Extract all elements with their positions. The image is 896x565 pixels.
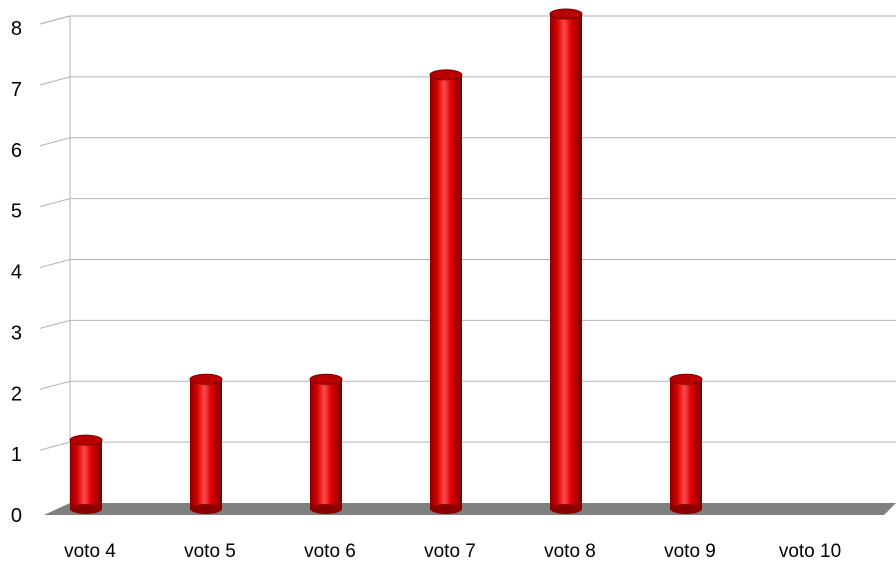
bar-top [429, 69, 463, 81]
x-tick-label: voto 7 [424, 541, 476, 562]
bar-base [430, 504, 462, 514]
y-axis-ticks: 0 1 2 3 4 5 6 7 8 [11, 18, 22, 527]
floor-plane [44, 503, 896, 515]
y-tick-label: 6 [11, 140, 22, 162]
bar-top [189, 373, 223, 385]
bar-base [70, 504, 102, 514]
bar [190, 379, 222, 509]
bar-top [549, 8, 583, 20]
grid-line-side [39, 137, 71, 147]
y-tick-label: 8 [11, 18, 22, 40]
y-tick-label: 4 [11, 262, 22, 284]
y-tick-label: 2 [11, 383, 22, 405]
x-tick-label: voto 9 [664, 541, 716, 562]
grid-lines [39, 15, 896, 503]
bar-top [69, 434, 103, 446]
bar [550, 14, 582, 509]
y-tick-label: 5 [11, 201, 22, 223]
bars [69, 8, 703, 514]
bar [670, 379, 702, 509]
grid-line-side [39, 76, 71, 86]
x-tick-label: voto 8 [544, 541, 596, 562]
bar-top [309, 373, 343, 385]
bar-base [310, 504, 342, 514]
grid-line-side [39, 319, 71, 329]
bar-base [190, 504, 222, 514]
grid-line-side [39, 380, 71, 390]
grid-line-side [39, 259, 71, 268]
y-tick-label: 7 [11, 79, 22, 101]
y-tick-label: 1 [11, 444, 22, 466]
grid-line-side [39, 441, 71, 451]
bar [430, 74, 462, 509]
y-tick-label: 3 [11, 322, 22, 344]
grid-line-side [39, 198, 71, 208]
x-tick-label: voto 10 [779, 541, 841, 562]
x-tick-label: voto 6 [304, 541, 356, 562]
x-tick-label: voto 5 [184, 541, 236, 562]
bar-top [669, 373, 703, 385]
bar [310, 379, 342, 509]
x-tick-label: voto 4 [64, 541, 116, 562]
bar-base [670, 504, 702, 514]
x-axis-ticks: voto 4 voto 5 voto 6 voto 7 voto 8 voto 9 voto… [64, 541, 841, 562]
y-tick-label: 0 [11, 505, 22, 527]
bar [70, 440, 102, 509]
bar-base [550, 504, 582, 514]
grid-line-side [39, 15, 71, 25]
chart-floor [44, 503, 896, 515]
